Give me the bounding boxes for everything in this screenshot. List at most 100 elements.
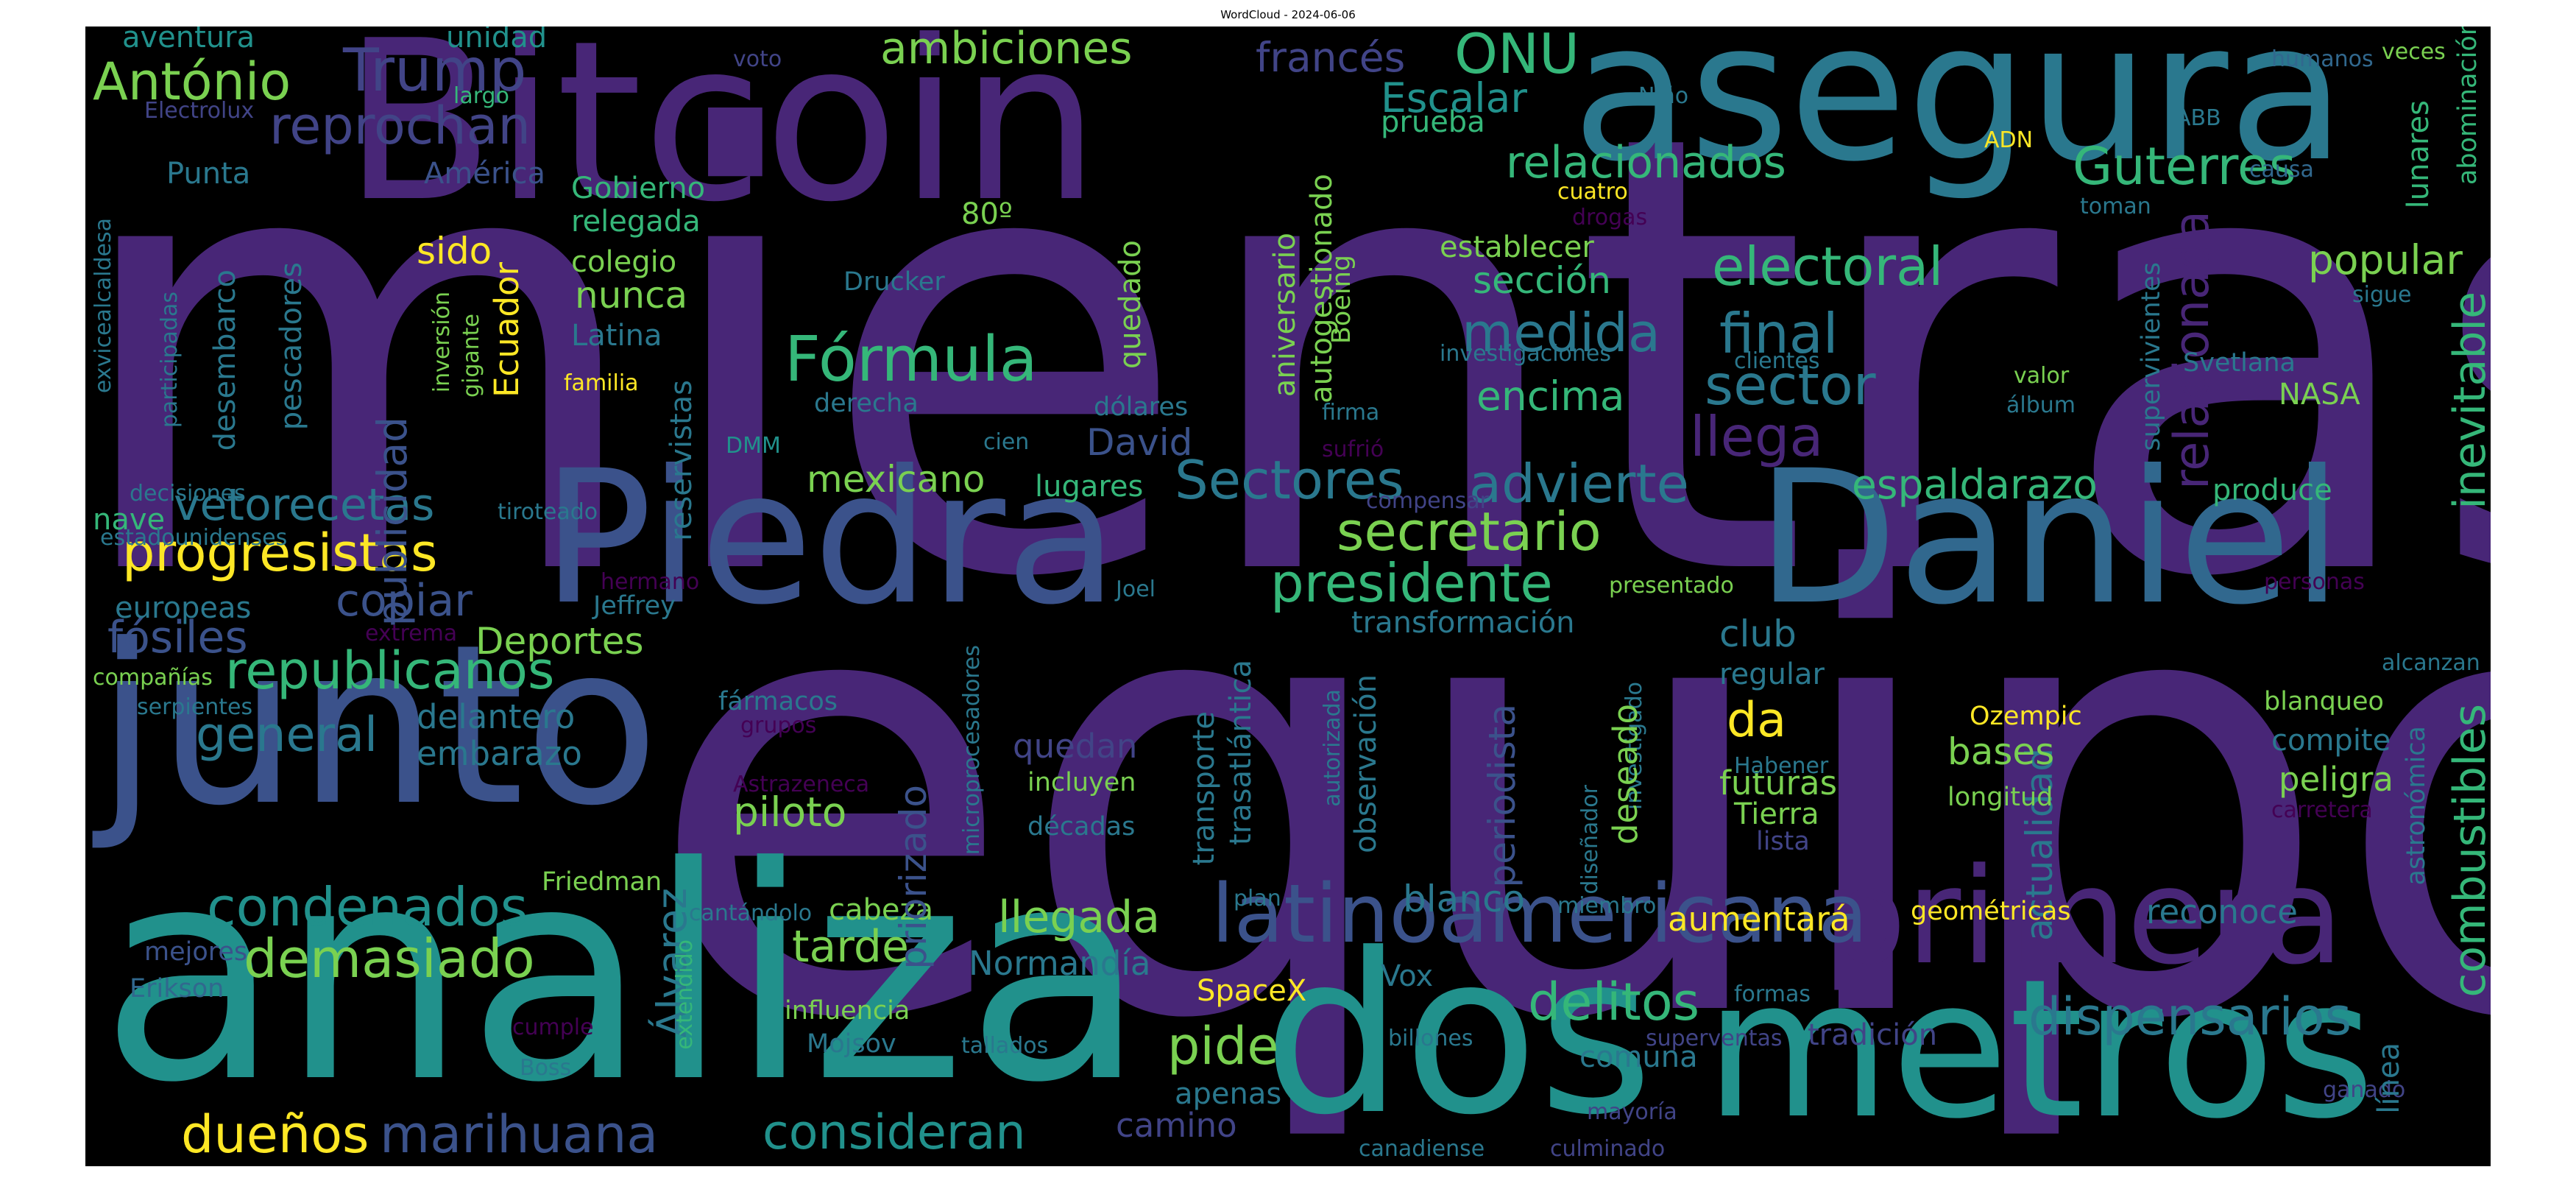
cloud-word: da xyxy=(1727,693,1787,748)
cloud-word: vetorecetas xyxy=(174,479,435,531)
cloud-word: encima xyxy=(1476,373,1625,420)
cloud-word: peligra xyxy=(2279,760,2393,799)
cloud-word: produce xyxy=(2212,473,2332,507)
cloud-word: extendido xyxy=(672,939,698,1050)
cloud-word: delantero xyxy=(417,697,576,736)
cloud-word: priorizado xyxy=(892,785,935,970)
cloud-word: Ozempic xyxy=(1970,702,2082,731)
cloud-word: Escalar xyxy=(1381,74,1527,121)
cloud-word: investigaciones xyxy=(1440,341,1611,367)
cloud-word: estadounidenses xyxy=(100,525,288,551)
cloud-word: electoral xyxy=(1712,236,1944,297)
cloud-word: Bitcoin xyxy=(343,27,1100,250)
cloud-word: marihuana xyxy=(380,1104,659,1165)
cloud-word: consideran xyxy=(762,1105,1026,1160)
cloud-word: grupos xyxy=(740,713,817,738)
cloud-word: hermano xyxy=(601,569,700,595)
cloud-word: espaldarazo xyxy=(1852,461,2098,508)
cloud-word: mayoría xyxy=(1587,1099,1677,1125)
cloud-word: exvicealcaldesa xyxy=(91,218,116,394)
cloud-word: condenados xyxy=(207,876,528,938)
cloud-word: tiroteado xyxy=(498,499,598,525)
cloud-word: Drucker xyxy=(843,267,945,297)
cloud-word: tradición xyxy=(1808,1018,1938,1052)
cloud-word: Ecuador xyxy=(487,262,526,398)
cloud-word: Vox xyxy=(1381,959,1434,993)
cloud-word: apenas xyxy=(1175,1077,1282,1111)
cloud-word: valor xyxy=(2014,363,2070,389)
cloud-word: extrema xyxy=(365,621,458,646)
cloud-word: Astrazeneca xyxy=(733,772,870,797)
cloud-word: relegada xyxy=(571,205,701,239)
cloud-word: decisiones xyxy=(130,481,246,507)
cloud-word: Erikson xyxy=(130,974,224,1004)
cloud-word: veces xyxy=(2382,39,2446,65)
cloud-word: reservistas xyxy=(665,380,698,541)
cloud-word: sector xyxy=(1705,353,1876,417)
cloud-word: final xyxy=(1719,301,1839,366)
cloud-word: deseado xyxy=(1606,704,1645,845)
cloud-word: autorizada xyxy=(1320,689,1345,807)
cloud-word: trasatlántica xyxy=(1224,660,1258,845)
cloud-word: colegio xyxy=(571,245,677,279)
cloud-word: unidad xyxy=(446,27,548,54)
cloud-word: demasiado xyxy=(244,928,535,990)
cloud-word: Normandía xyxy=(969,944,1151,983)
cloud-word: fósiles xyxy=(107,612,248,663)
cloud-word: abominación xyxy=(2453,27,2483,186)
cloud-word: supervivientes xyxy=(2137,262,2166,451)
cloud-word: sigue xyxy=(2352,282,2412,308)
cloud-word: longitud xyxy=(1947,783,2053,812)
cloud-word: compite xyxy=(2271,724,2391,758)
cloud-word: diseñador xyxy=(1577,785,1603,895)
cloud-word: familia xyxy=(564,370,639,396)
cloud-word: comuna xyxy=(1579,1040,1698,1074)
cloud-word: astronómica xyxy=(2402,726,2431,886)
cloud-word: influencia xyxy=(785,996,910,1026)
cloud-word: latinoamericana xyxy=(1211,867,1868,961)
cloud-word: culminado xyxy=(1550,1136,1666,1162)
cloud-word: advierte xyxy=(1469,453,1689,515)
cloud-word: europeas xyxy=(115,591,252,625)
cloud-word: miembro xyxy=(1557,893,1657,919)
cloud-word: medida xyxy=(1462,302,1660,364)
cloud-word: Tierra xyxy=(1734,797,1819,831)
cloud-word: general xyxy=(196,708,378,763)
cloud-word: dos xyxy=(1263,906,1654,1163)
cloud-word: Fórmula xyxy=(785,323,1038,396)
cloud-word: transporte xyxy=(1187,711,1221,866)
cloud-word: analiza xyxy=(100,805,1147,1147)
cloud-word: ONU xyxy=(1454,27,1580,86)
cloud-word: presentado xyxy=(1609,573,1734,599)
cloud-word: América xyxy=(424,157,545,191)
cloud-word: futuras xyxy=(1719,763,1838,803)
cloud-word: participadas xyxy=(157,292,183,428)
cloud-word: secretario xyxy=(1337,501,1602,562)
cloud-word: firma xyxy=(1322,400,1380,426)
cloud-word: delitos xyxy=(1528,972,1700,1032)
cloud-word: ADN xyxy=(1984,127,2034,153)
cloud-word: asegura xyxy=(1572,27,2346,204)
cloud-word: tallados xyxy=(961,1033,1049,1059)
cloud-word: pide xyxy=(1167,1016,1279,1076)
cloud-word: Latina xyxy=(571,319,662,353)
cloud-word: derecha xyxy=(814,389,919,418)
cloud-word: SpaceX xyxy=(1197,974,1307,1008)
cloud-word: fármacos xyxy=(718,687,838,716)
cloud-word: aniversario xyxy=(1268,233,1302,398)
cloud-word: cumple xyxy=(512,1015,594,1040)
cloud-word: tarde xyxy=(792,921,909,973)
cloud-word: incluyen xyxy=(1027,768,1136,797)
cloud-word: cabeza xyxy=(829,893,934,927)
cloud-word: blanqueo xyxy=(2264,687,2384,716)
cloud-word: dispensarios xyxy=(2028,987,2352,1047)
cloud-word: club xyxy=(1719,613,1797,655)
cloud-word: periodista xyxy=(1481,704,1524,888)
cloud-word: Sectores xyxy=(1175,449,1404,511)
cloud-word: Trump xyxy=(343,36,527,105)
cloud-word: publicidad xyxy=(369,417,416,627)
cloud-word: Habener xyxy=(1734,753,1829,779)
cloud-word: pescadores xyxy=(275,262,308,431)
cloud-word: António xyxy=(93,52,291,112)
cloud-word: toman xyxy=(2080,194,2151,219)
